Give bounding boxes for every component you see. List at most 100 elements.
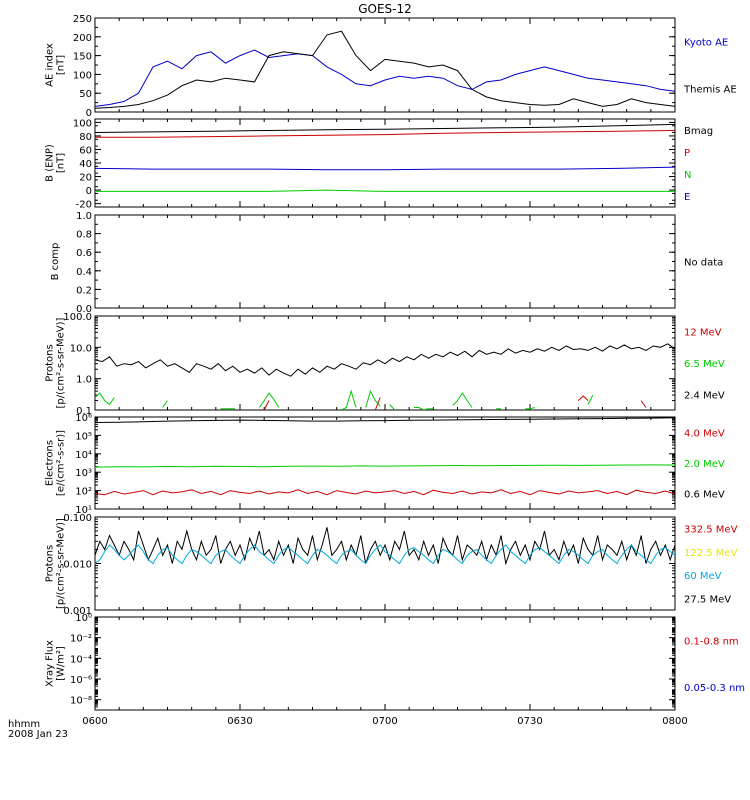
- panel-frame: [94, 118, 676, 208]
- series-line-bmag: [95, 123, 675, 133]
- y-tick-label: 20: [79, 173, 92, 184]
- y-tick-label: 10⁰: [75, 613, 92, 624]
- y-tick-label: 10³: [75, 468, 92, 479]
- y-axis-label: [p/(cm²-s-sr-MeV)]: [56, 317, 67, 408]
- series-line-p: [95, 130, 675, 138]
- y-axis-label: B comp: [50, 243, 61, 281]
- legend-entry: Bmag: [684, 126, 713, 137]
- date-label: 2008 Jan 23: [8, 729, 68, 740]
- y-tick-label: 0: [86, 108, 92, 119]
- y-tick-label: 40: [79, 159, 92, 170]
- series-line-2-0-mev: [95, 464, 675, 468]
- panel-bcomp: 0.0 0.2 0.4 0.6 0.8 1.0 B comp No data: [50, 211, 723, 315]
- panel-protons_low: 0.1 1.0 10.0 100.0 Protons [p/(cm²-s-sr-MeV)]…: [45, 312, 725, 417]
- y-tick-label: 10⁻⁴: [70, 654, 92, 665]
- legend-entry: Kyoto AE: [684, 38, 728, 49]
- y-axis-label: Protons: [45, 545, 56, 582]
- y-tick-label: -20: [76, 200, 92, 211]
- y-axis-label: [p/(cm²-s-sr-MeV)]: [56, 518, 67, 609]
- y-tick-label: 10⁴: [75, 450, 92, 461]
- y-axis-label: B (ENP): [45, 144, 56, 182]
- y-tick-label: 0.1: [76, 406, 92, 417]
- series-line-0-6-mev: [95, 417, 675, 423]
- y-tick-label: 0.100: [63, 513, 92, 524]
- x-tick-label: 0800: [662, 716, 687, 727]
- series-line-n: [95, 189, 675, 192]
- series-line-kyoto-ae: [95, 49, 675, 107]
- y-tick-label: 0.001: [63, 606, 92, 617]
- panel-frame: [94, 315, 676, 411]
- y-tick-label: 60: [79, 145, 92, 156]
- legend-entry: 2.0 MeV: [684, 459, 725, 470]
- y-axis-label: [nT]: [56, 55, 67, 75]
- series-line-6-5-mev: [95, 389, 594, 410]
- y-tick-label: 100.0: [63, 312, 92, 323]
- panel-frame: [94, 616, 676, 711]
- y-tick-label: 100: [73, 70, 92, 81]
- series-line-2-4-mev: [95, 343, 675, 377]
- panel-ae: 0 50 100 150 200 250 AE index [nT] Kyoto AE Themi…: [45, 14, 737, 119]
- panel-xray: 10⁻⁸ 10⁻⁶ 10⁻⁴ 10⁻² 10⁰ Xray Flux [W/m²] 0.1-0.…: [45, 613, 745, 711]
- legend-entry: N: [684, 170, 691, 181]
- legend-entry: No data: [684, 258, 723, 269]
- legend-entry: 0.1-0.8 nm: [684, 636, 739, 647]
- x-tick-label: 0630: [227, 716, 252, 727]
- y-tick-label: 0: [86, 186, 92, 197]
- y-tick-label: 150: [73, 52, 92, 63]
- legend-entry: 27.5 MeV: [684, 594, 731, 605]
- y-tick-label: 10⁻²: [70, 634, 92, 645]
- legend-entry: 12 MeV: [684, 328, 722, 339]
- figure-title: GOES-12: [358, 2, 412, 16]
- y-axis-label: [W/m²]: [56, 646, 67, 681]
- legend-entry: 0.05-0.3 nm: [684, 683, 745, 694]
- legend-entry: 0.6 MeV: [684, 490, 725, 501]
- y-tick-label: 100: [73, 118, 92, 129]
- y-axis-label: Electrons: [45, 440, 56, 486]
- panel-frame: [94, 416, 676, 510]
- y-axis-label: [e/(cm²-s-sr)]: [56, 430, 67, 496]
- legend-entry: Themis AE: [683, 85, 737, 96]
- panel-bfield: -20 0 20 40 60 80 100 B (ENP) [nT] Bmag PNE: [45, 118, 714, 210]
- panel-frame: [94, 214, 676, 309]
- y-tick-label: 10²: [75, 487, 92, 498]
- y-axis-label: Xray Flux: [45, 640, 56, 687]
- y-axis-label: [nT]: [56, 153, 67, 173]
- y-tick-label: 10⁻⁶: [70, 675, 92, 686]
- series-line-27-5-mev: [95, 527, 675, 566]
- y-tick-label: 10⁵: [75, 431, 92, 442]
- y-tick-label: 200: [73, 33, 92, 44]
- legend-entry: 60 MeV: [684, 571, 722, 582]
- y-tick-label: 0.6: [76, 248, 92, 259]
- y-tick-label: 1.0: [76, 375, 92, 386]
- series-line-themis-ae: [95, 30, 675, 109]
- y-tick-label: 0.0: [76, 304, 92, 315]
- y-tick-label: 1.0: [76, 211, 92, 222]
- x-tick-label: 0600: [82, 716, 107, 727]
- y-tick-label: 10⁶: [75, 413, 92, 424]
- y-axis-label: Protons: [45, 344, 56, 381]
- x-tick-label: 0730: [517, 716, 542, 727]
- y-tick-label: 0.010: [63, 560, 92, 571]
- panel-electrons: 10¹ 10² 10³ 10⁴ 10⁵ 10⁶ Electrons [e/(cm²-s-sr)…: [45, 413, 725, 516]
- legend-entry: 2.4 MeV: [684, 390, 725, 401]
- y-tick-label: 250: [73, 14, 92, 25]
- y-tick-label: 80: [79, 132, 92, 143]
- legend-entry: 6.5 MeV: [684, 359, 725, 370]
- y-tick-label: 0.4: [76, 267, 92, 278]
- series-line-12-mev: [263, 395, 647, 410]
- panel-frame: [94, 17, 676, 113]
- y-tick-label: 50: [79, 89, 92, 100]
- legend-entry: 4.0 MeV: [684, 428, 725, 439]
- y-tick-label: 0.8: [76, 230, 92, 241]
- legend-entry: P: [684, 148, 690, 159]
- y-tick-label: 10.0: [70, 343, 92, 354]
- y-tick-label: 0.2: [76, 285, 92, 296]
- legend-entry: 332.5 MeV: [684, 525, 738, 536]
- series-line-4-0-mev: [95, 489, 675, 496]
- y-tick-label: 10⁻⁸: [70, 696, 92, 707]
- x-tick-label: 0700: [372, 716, 397, 727]
- series-line-60-mev: [95, 544, 675, 565]
- y-axis-label: AE index: [45, 43, 56, 87]
- series-line-e: [95, 166, 675, 171]
